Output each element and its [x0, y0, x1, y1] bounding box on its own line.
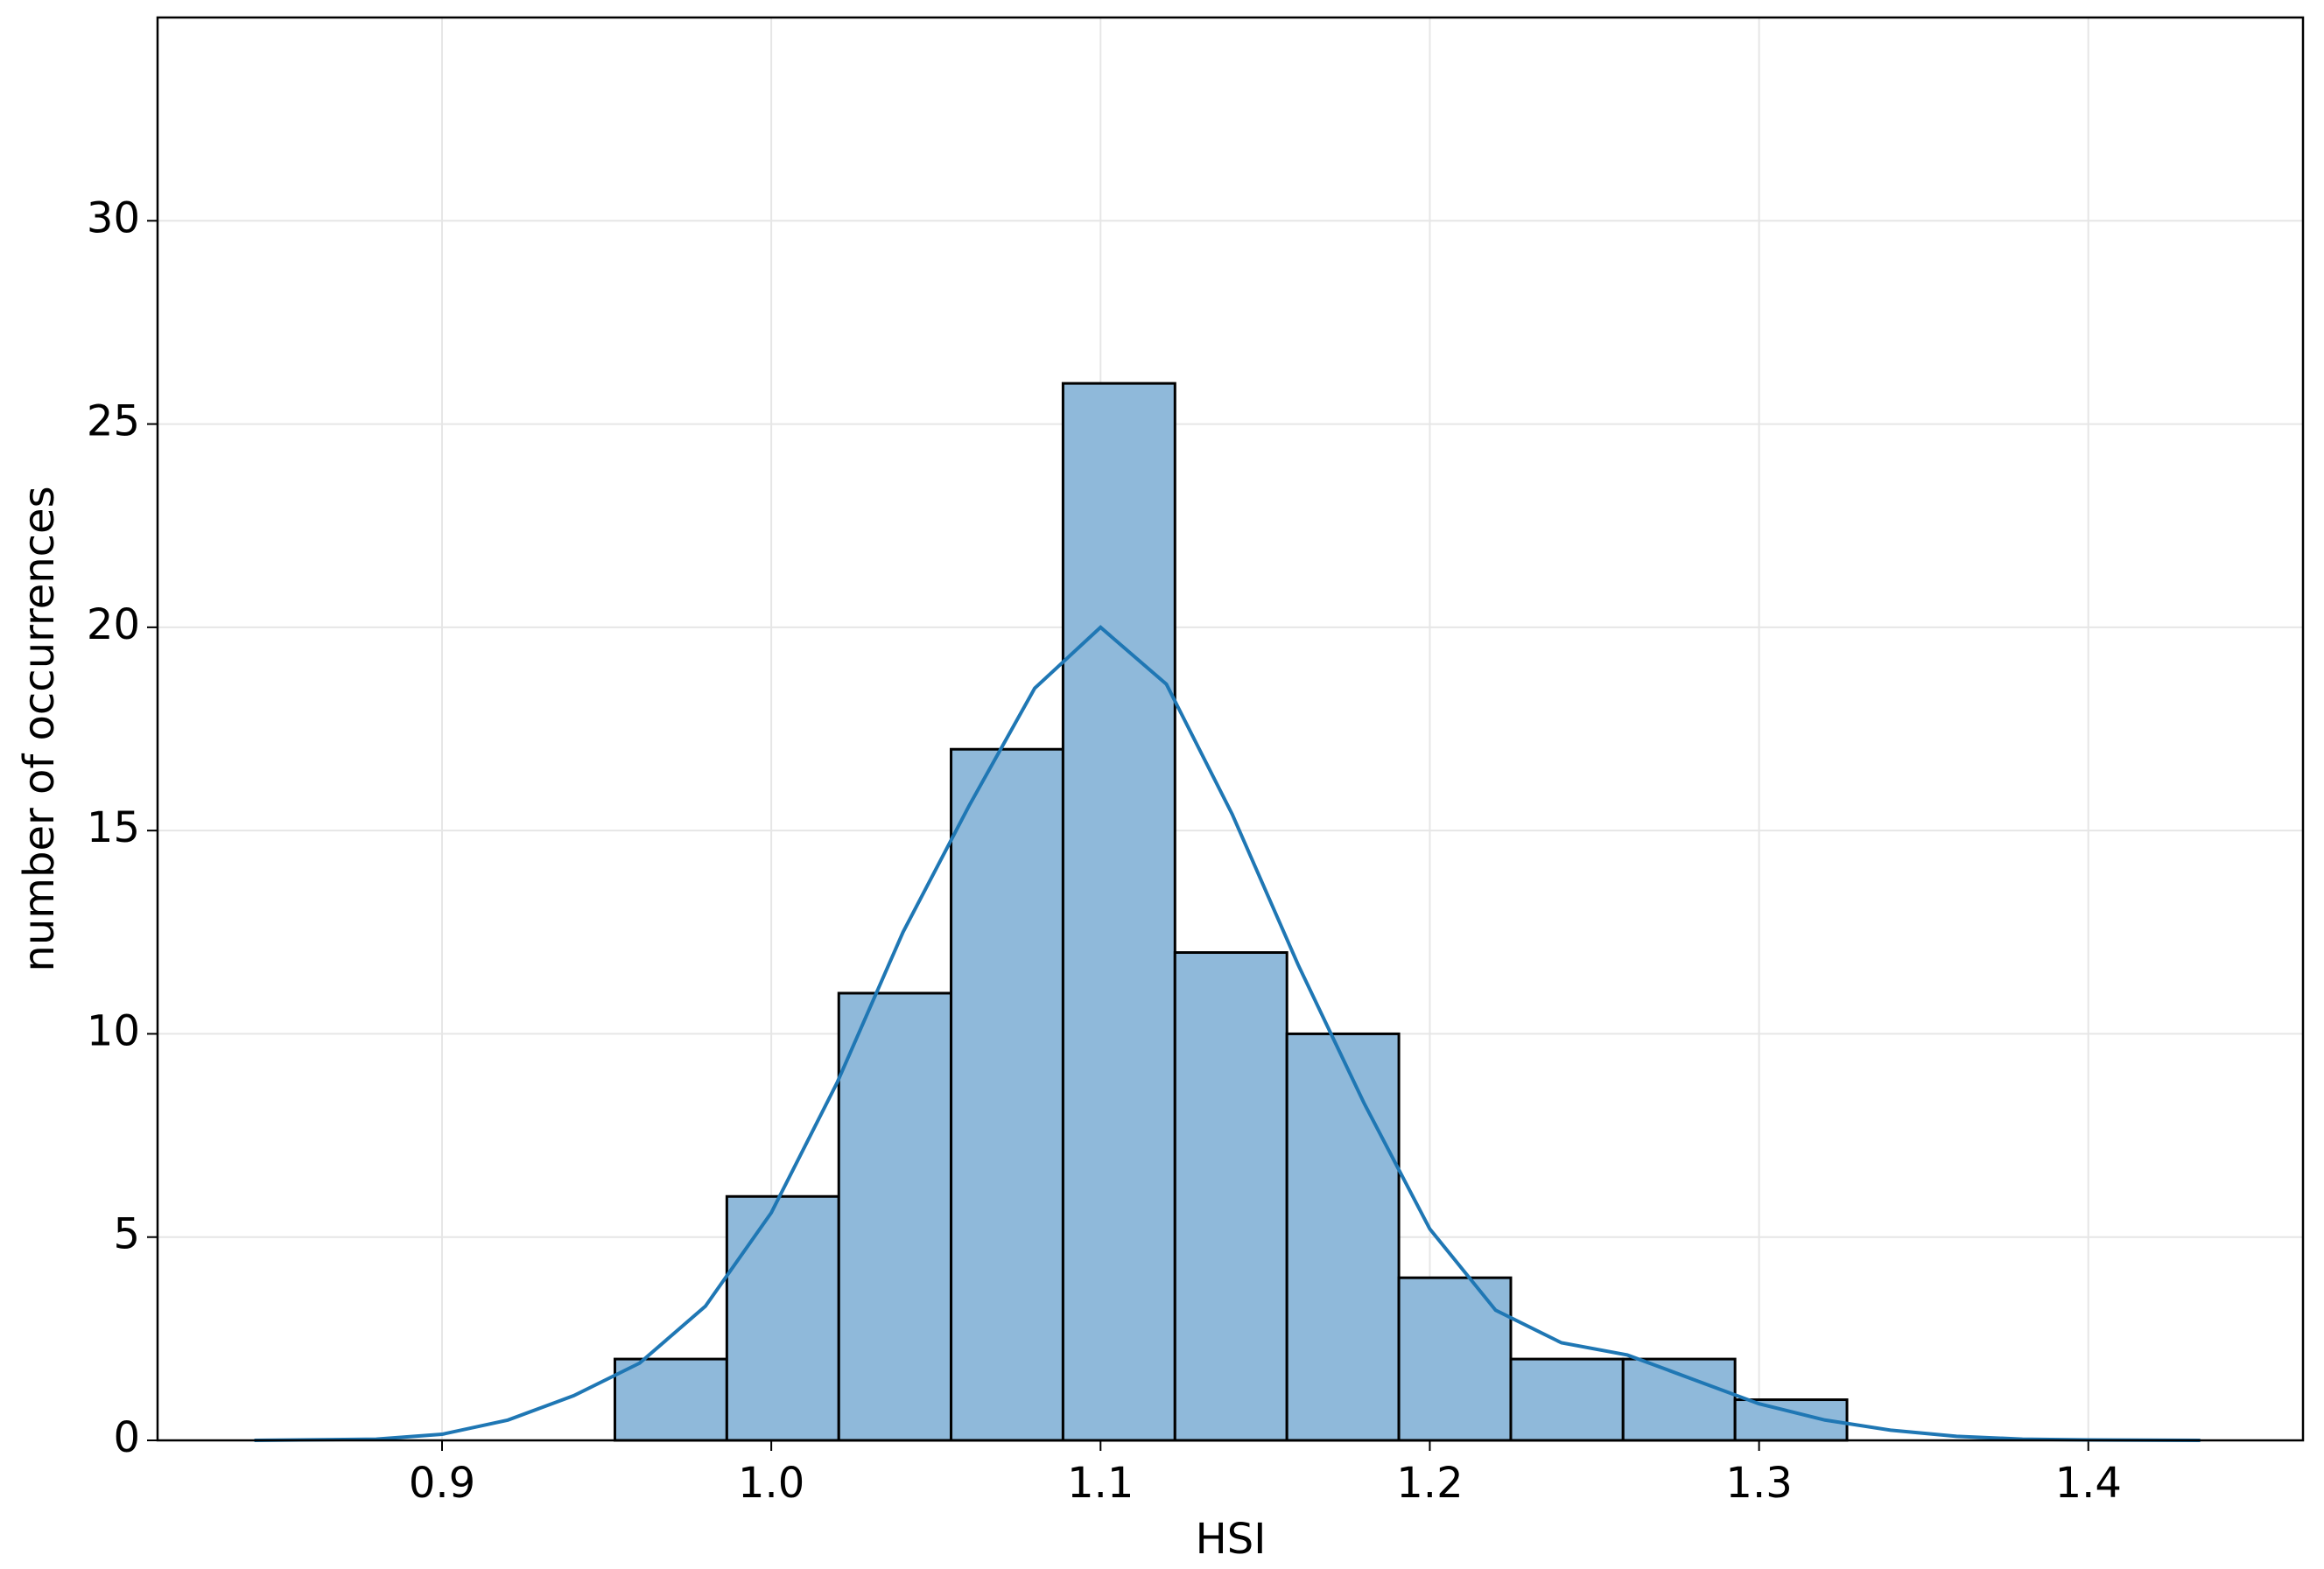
bar: [1621, 1357, 1737, 1442]
bar: [1061, 382, 1176, 1442]
x-axis-label: HSI: [1196, 1515, 1267, 1564]
x-tick-label: 1.1: [1067, 1459, 1134, 1508]
y-tick-label: 25: [87, 397, 140, 446]
bar: [725, 1194, 840, 1442]
x-tick-label: 1.4: [2055, 1459, 2122, 1508]
x-tick-label: 1.3: [1725, 1459, 1792, 1508]
bar: [1509, 1357, 1625, 1442]
bar: [837, 991, 953, 1442]
x-tick-label: 0.9: [409, 1459, 475, 1508]
y-tick-label: 20: [87, 600, 140, 649]
y-tick-label: 10: [87, 1006, 140, 1055]
x-tick-label: 1.0: [738, 1459, 804, 1508]
kde-line: [254, 625, 2201, 1442]
plot-frame: [156, 16, 2305, 1442]
y-tick-label: 5: [113, 1210, 140, 1259]
y-tick-label: 30: [87, 193, 140, 242]
bar: [950, 747, 1064, 1442]
bar: [1173, 951, 1288, 1442]
y-tick-label: 15: [87, 803, 140, 852]
bar: [613, 1357, 728, 1442]
y-tick-label: 0: [113, 1413, 140, 1462]
y-axis-label: number of occurrences: [15, 486, 64, 971]
bar: [1285, 1032, 1401, 1442]
x-tick-label: 1.2: [1396, 1459, 1463, 1508]
bar: [1397, 1276, 1513, 1442]
